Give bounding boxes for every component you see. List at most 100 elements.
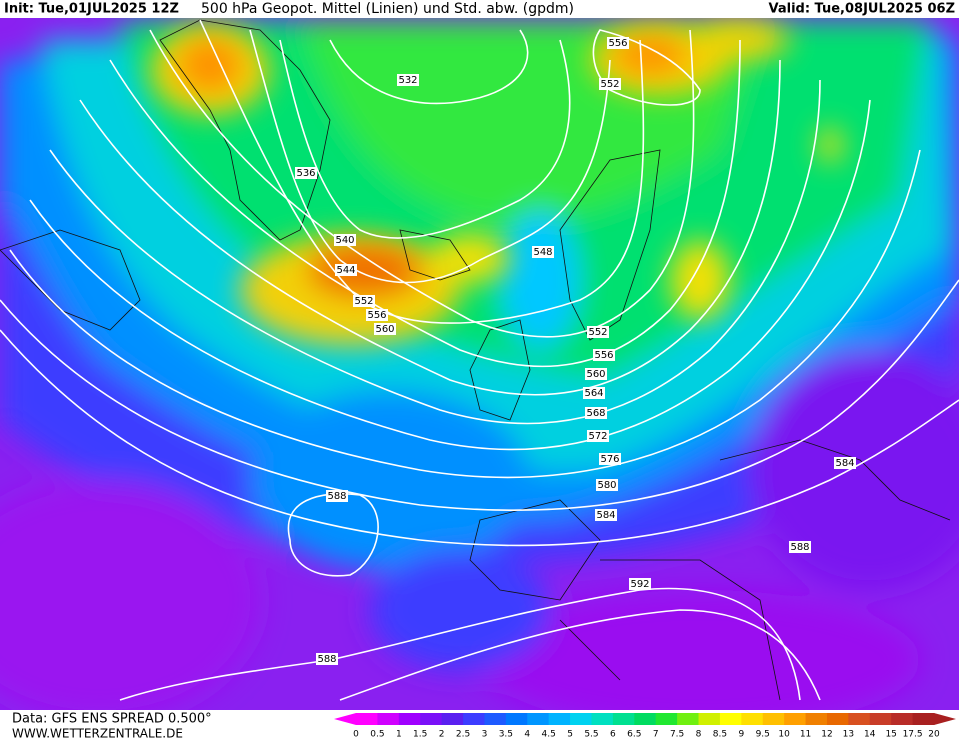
colorbar-label: 5.5 bbox=[584, 730, 598, 740]
contour-label: 556 bbox=[367, 310, 386, 321]
colorbar-segment bbox=[741, 713, 764, 725]
colorbar-segment bbox=[420, 713, 443, 725]
colorbar-label: 6.5 bbox=[627, 730, 641, 740]
contour-label: 580 bbox=[597, 480, 616, 491]
colorbar-label: 3.5 bbox=[499, 730, 513, 740]
map-title: 500 hPa Geopot. Mittel (Linien) und Std.… bbox=[201, 1, 574, 17]
colorbar-label: 7 bbox=[653, 730, 659, 740]
contour-label: 544 bbox=[336, 265, 355, 276]
contour-label: 556 bbox=[608, 38, 627, 49]
contour-label-box bbox=[334, 234, 356, 246]
colorbar-segment bbox=[848, 713, 871, 725]
init-time: Init: Tue,01JUL2025 12Z bbox=[4, 2, 179, 17]
contour-label-box bbox=[629, 578, 651, 590]
site-name: WWW.WETTERZENTRALE.DE bbox=[12, 727, 183, 741]
colorbar-label: 10 bbox=[778, 730, 790, 740]
contour-label: 540 bbox=[335, 235, 354, 246]
contour-label: 588 bbox=[790, 542, 809, 553]
contour-label: 588 bbox=[327, 491, 346, 502]
contour-label-box bbox=[607, 37, 629, 49]
colorbar-segment bbox=[677, 713, 700, 725]
contour-label-box bbox=[585, 368, 607, 380]
colorbar-label: 8 bbox=[696, 730, 702, 740]
contour-label: 536 bbox=[296, 168, 315, 179]
colorbar-label: 9.5 bbox=[756, 730, 770, 740]
colorbar-label: 2.5 bbox=[456, 730, 470, 740]
contour-label-box bbox=[532, 246, 554, 258]
contour-label: 588 bbox=[317, 654, 336, 665]
colorbar-segment bbox=[912, 713, 935, 725]
contour-label-box bbox=[596, 479, 618, 491]
contour-label: 564 bbox=[584, 388, 603, 399]
valid-time: Valid: Tue,08JUL2025 06Z bbox=[768, 2, 955, 17]
colorbar-segment bbox=[570, 713, 592, 725]
contour-label-box bbox=[583, 387, 605, 399]
contour-labels: 556 552 532 536 540 544 548 552 556 560 552 556 560 5… bbox=[295, 37, 856, 665]
colorbar-segment bbox=[484, 713, 507, 725]
colorbar-segment bbox=[527, 713, 550, 725]
colorbar: 0 0.5 1 1.5 2 2.5 3 3.5 4 4.5 5 5.5 6 6.5 7 7.5 8 8.5 9 9.5… bbox=[334, 713, 956, 740]
colorbar-segment bbox=[398, 713, 421, 725]
colorbar-segment bbox=[826, 713, 849, 725]
contour-label: 572 bbox=[588, 431, 607, 442]
colorbar-label: 1 bbox=[396, 730, 402, 740]
colorbar-segment bbox=[891, 713, 914, 725]
data-source: Data: GFS ENS SPREAD 0.500° bbox=[12, 712, 212, 727]
colorbar-label: 7.5 bbox=[670, 730, 684, 740]
contour-label-box bbox=[397, 74, 419, 86]
contour-label: 576 bbox=[600, 454, 619, 465]
colorbar-label: 13 bbox=[843, 730, 854, 740]
colorbar-segment bbox=[762, 713, 785, 725]
contour-label-box bbox=[587, 326, 609, 338]
colorbar-label: 2 bbox=[439, 730, 445, 740]
colorbar-label: 11 bbox=[800, 730, 811, 740]
contour-label: 552 bbox=[600, 79, 619, 90]
colorbar-segment bbox=[441, 713, 464, 725]
contour-label-box bbox=[599, 78, 621, 90]
colorbar-label: 8.5 bbox=[713, 730, 727, 740]
contour-label: 584 bbox=[835, 458, 854, 469]
colorbar-end bbox=[334, 713, 356, 725]
contour-lines bbox=[0, 19, 959, 701]
colorbar-label: 17.5 bbox=[903, 730, 923, 740]
colorbar-label: 6 bbox=[610, 730, 616, 740]
contour-label-box bbox=[585, 407, 607, 419]
colorbar-segment bbox=[698, 713, 721, 725]
colorbar-label: 4 bbox=[524, 730, 530, 740]
coastlines bbox=[0, 19, 951, 701]
colorbar-segment bbox=[463, 713, 485, 725]
colorbar-label: 20 bbox=[928, 730, 940, 740]
colorbar-segment bbox=[612, 713, 635, 725]
contour-label: 584 bbox=[596, 510, 615, 521]
colorbar-segment bbox=[356, 713, 378, 725]
colorbar-segment bbox=[719, 713, 742, 725]
contour-label: 552 bbox=[588, 327, 607, 338]
contour-label-box bbox=[595, 509, 617, 521]
colorbar-label: 15 bbox=[885, 730, 896, 740]
colorbar-label: 9 bbox=[738, 730, 744, 740]
colorbar-label: 0.5 bbox=[370, 730, 384, 740]
colorbar-label: 14 bbox=[864, 730, 876, 740]
contour-label: 592 bbox=[630, 579, 649, 590]
contour-label-box bbox=[295, 167, 317, 179]
colorbar-segment bbox=[548, 713, 571, 725]
contour-label-box bbox=[599, 453, 621, 465]
colorbar-segment bbox=[591, 713, 614, 725]
colorbar-label: 3 bbox=[482, 730, 488, 740]
contour-label-box bbox=[326, 490, 348, 502]
contour-label: 552 bbox=[354, 296, 373, 307]
colorbar-end bbox=[934, 713, 956, 725]
colorbar-segment bbox=[655, 713, 678, 725]
colorbar-segment bbox=[805, 713, 828, 725]
contour-label: 560 bbox=[375, 324, 394, 335]
contour-label-box bbox=[593, 349, 615, 361]
contour-label-box bbox=[374, 323, 396, 335]
contour-label-box bbox=[335, 264, 357, 276]
colorbar-label: 4.5 bbox=[542, 730, 556, 740]
contour-label: 532 bbox=[398, 75, 417, 86]
contour-label-box bbox=[789, 541, 811, 553]
colorbar-segment bbox=[377, 713, 400, 725]
contour-label-box bbox=[316, 653, 338, 665]
colorbar-label: 0 bbox=[353, 730, 359, 740]
